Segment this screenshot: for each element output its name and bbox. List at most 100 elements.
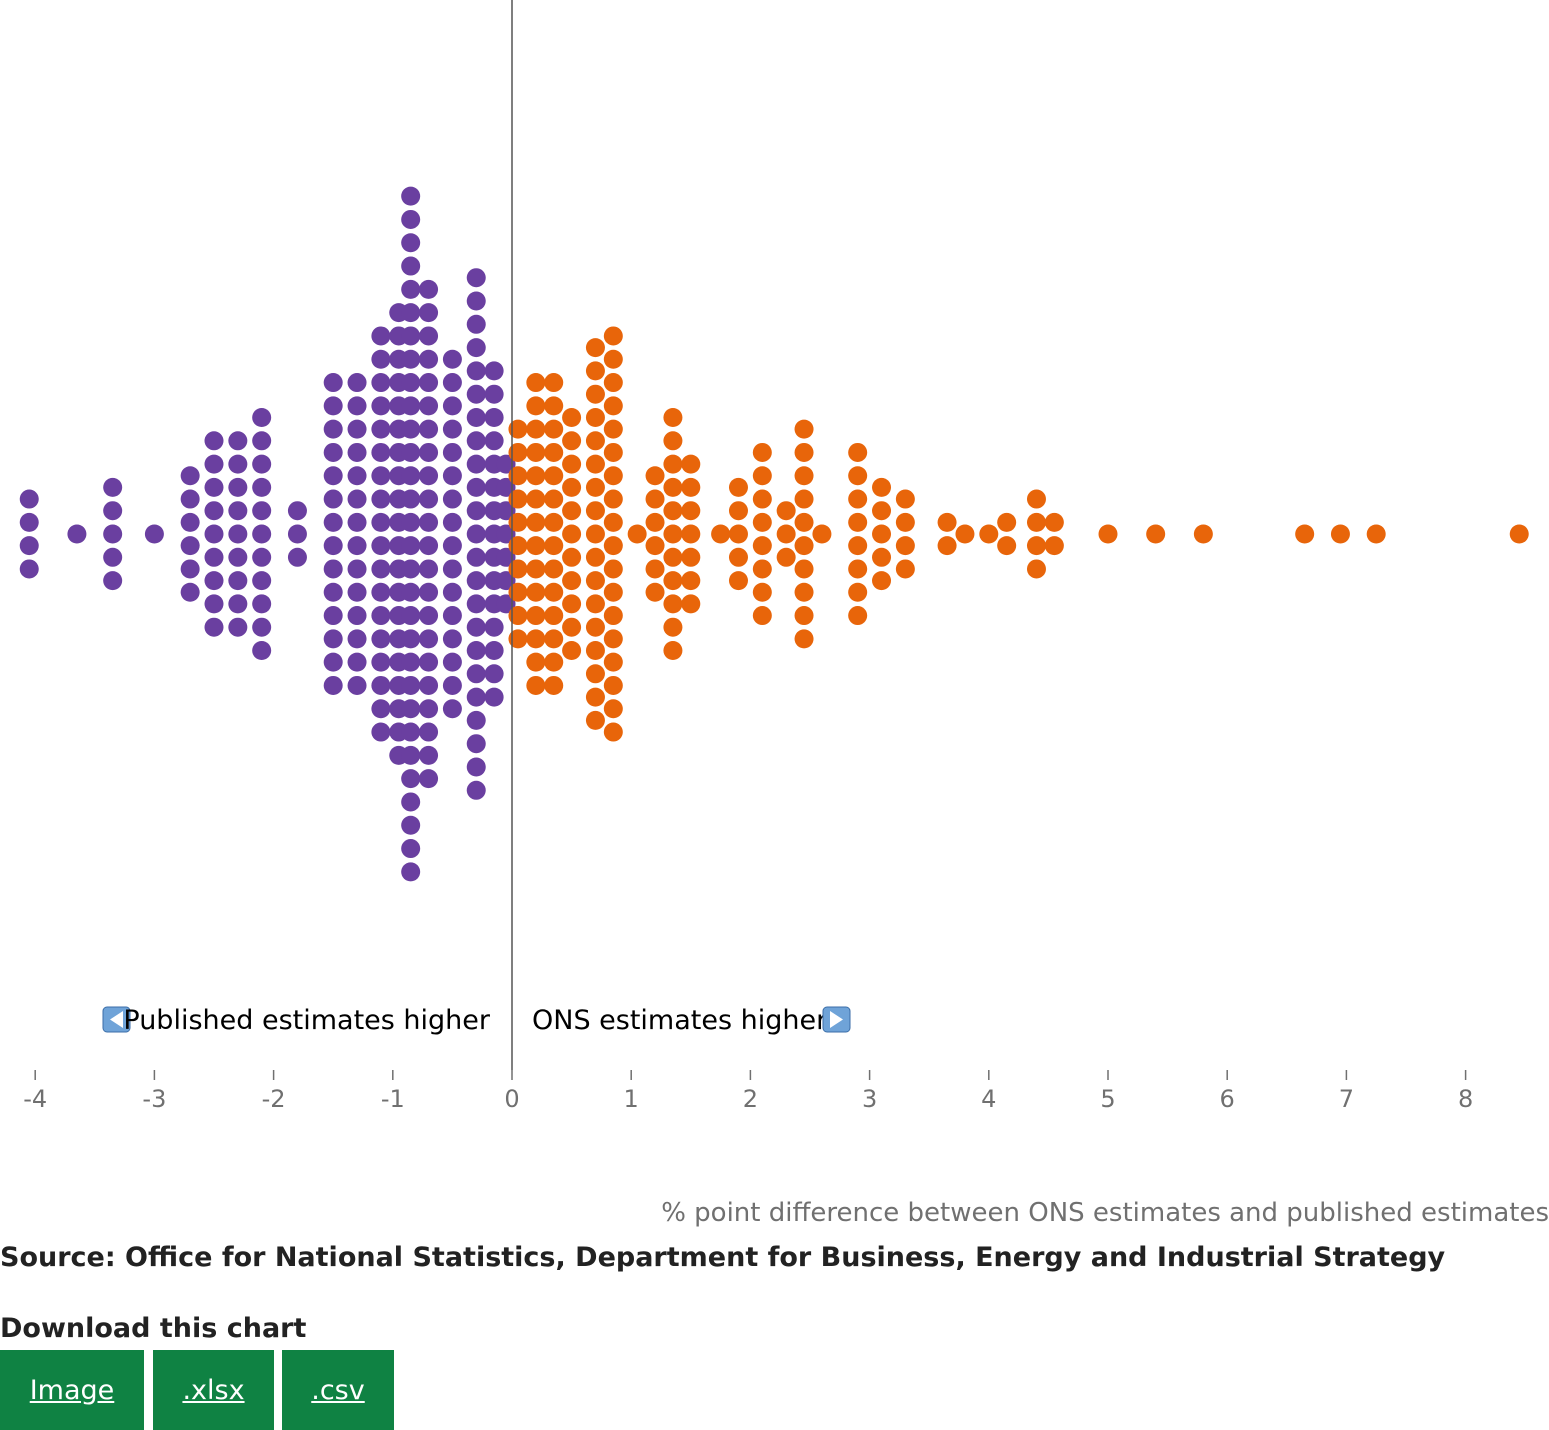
data-point-1-1-13: [526, 675, 546, 695]
data-point-1-5-1: [603, 349, 623, 369]
data-point-0-5-0: [204, 431, 224, 451]
data-point-0-10-7: [347, 536, 367, 556]
data-point-1-7-4: [645, 559, 665, 579]
data-point-0-9-5: [323, 489, 343, 509]
data-point-1-2-7: [544, 536, 564, 556]
data-point-1-17-0: [872, 477, 892, 497]
data-point-0-16-3: [466, 338, 486, 358]
data-point-1-4-12: [585, 617, 605, 637]
data-point-1-11-2: [728, 524, 748, 544]
data-point-0-6-6: [228, 571, 248, 591]
data-point-0-13-20: [401, 652, 421, 672]
data-point-1-11-3: [728, 547, 748, 567]
data-point-1-8-10: [663, 641, 683, 660]
data-point-0-4-1: [180, 489, 200, 509]
data-point-1-3-2: [562, 454, 582, 474]
data-point-1-16-5: [848, 559, 868, 579]
data-point-1-5-4: [603, 419, 623, 439]
data-point-1-5-0: [603, 326, 623, 346]
x-tick-label-10: 6: [1220, 1085, 1235, 1113]
data-point-0-15-15: [442, 699, 462, 719]
data-point-1-3-6: [562, 547, 582, 567]
data-point-0-8-2: [287, 547, 307, 567]
data-point-1-0-0: [508, 419, 528, 439]
data-point-0-6-7: [228, 594, 248, 614]
annotation-left: Published estimates higher: [102, 1005, 491, 1036]
data-point-1-22-1: [997, 536, 1017, 556]
data-point-1-1-5: [526, 489, 546, 509]
data-point-0-16-2: [466, 314, 486, 334]
data-point-0-16-11: [466, 524, 486, 544]
data-point-0-18-5: [496, 571, 516, 591]
data-point-0-14-1: [419, 303, 439, 323]
data-point-0-10-12: [347, 652, 367, 672]
data-point-1-9-6: [681, 594, 701, 614]
data-point-0-3-0: [144, 524, 164, 544]
data-point-0-13-22: [401, 699, 421, 719]
download-image-button[interactable]: Image: [0, 1350, 144, 1430]
data-point-1-0-2: [508, 466, 528, 486]
data-point-0-13-2: [401, 233, 421, 253]
data-point-1-7-3: [645, 536, 665, 556]
data-point-1-3-9: [562, 617, 582, 637]
data-point-0-13-27: [401, 815, 421, 835]
data-point-0-11-7: [371, 489, 391, 509]
data-point-0-11-12: [371, 606, 391, 626]
download-csv-button[interactable]: .csv: [282, 1350, 394, 1430]
data-point-1-4-5: [585, 454, 605, 474]
data-point-0-7-10: [252, 641, 272, 660]
download-xlsx-button[interactable]: .xlsx: [153, 1350, 274, 1430]
data-point-0-7-0: [252, 408, 272, 427]
data-point-0-10-2: [347, 419, 367, 439]
data-point-0-13-26: [401, 792, 421, 812]
data-point-0-10-13: [347, 675, 367, 695]
data-point-1-24-0: [1044, 512, 1064, 532]
data-point-1-9-3: [681, 524, 701, 544]
data-point-0-16-20: [466, 734, 486, 754]
data-point-1-1-11: [526, 629, 546, 649]
data-point-1-8-2: [663, 454, 683, 474]
data-point-0-15-3: [442, 419, 462, 439]
data-point-1-12-3: [752, 512, 772, 532]
data-point-1-14-5: [794, 536, 814, 556]
annotation-right-label: ONS estimates higher: [532, 1005, 828, 1036]
data-point-1-4-7: [585, 501, 605, 521]
data-point-1-8-7: [663, 571, 683, 591]
x-tick-label-3: -1: [381, 1085, 405, 1113]
data-point-0-14-5: [419, 396, 439, 416]
data-point-1-4-15: [585, 687, 605, 707]
data-point-0-0-1: [19, 512, 39, 532]
data-point-0-16-7: [466, 431, 486, 451]
data-point-0-13-10: [401, 419, 421, 439]
data-point-0-16-1: [466, 291, 486, 311]
data-point-1-18-1: [895, 512, 915, 532]
data-point-0-16-4: [466, 361, 486, 381]
data-point-0-13-18: [401, 606, 421, 626]
data-point-1-2-10: [544, 606, 564, 626]
data-point-0-13-3: [401, 256, 421, 276]
data-point-1-4-14: [585, 664, 605, 684]
data-point-0-13-0: [401, 186, 421, 206]
data-point-1-25-0: [1098, 524, 1118, 544]
data-point-0-17-1: [484, 384, 504, 404]
data-point-1-2-1: [544, 396, 564, 416]
data-point-0-16-5: [466, 384, 486, 404]
data-point-1-12-7: [752, 606, 772, 626]
data-point-1-12-1: [752, 466, 772, 486]
data-point-1-8-6: [663, 547, 683, 567]
data-point-0-14-21: [419, 769, 439, 789]
data-point-1-0-5: [508, 536, 528, 556]
data-point-0-18-0: [496, 454, 516, 474]
data-point-1-22-0: [997, 512, 1017, 532]
data-point-0-4-3: [180, 536, 200, 556]
data-point-0-15-0: [442, 349, 462, 369]
x-tick-label-4: 0: [504, 1085, 519, 1113]
data-point-0-14-2: [419, 326, 439, 346]
data-point-1-0-4: [508, 512, 528, 532]
data-point-0-7-1: [252, 431, 272, 451]
data-point-1-0-3: [508, 489, 528, 509]
data-point-1-12-2: [752, 489, 772, 509]
data-point-1-5-16: [603, 699, 623, 719]
data-point-0-7-7: [252, 571, 272, 591]
data-point-1-12-6: [752, 582, 772, 602]
